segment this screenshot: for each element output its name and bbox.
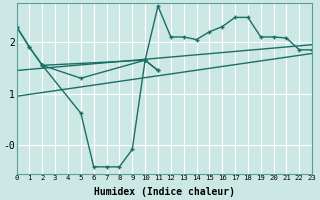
X-axis label: Humidex (Indice chaleur): Humidex (Indice chaleur) (94, 186, 235, 197)
